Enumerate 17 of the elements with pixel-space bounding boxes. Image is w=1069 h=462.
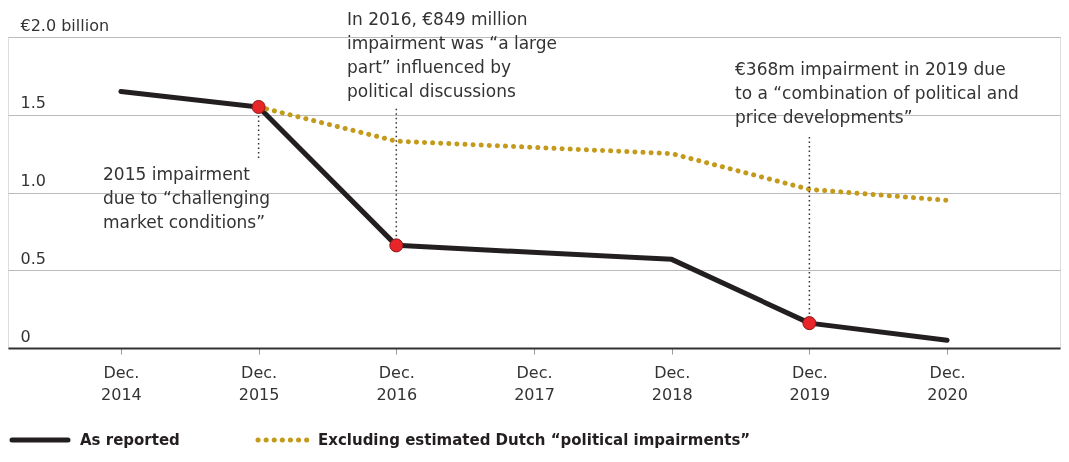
x-tick-label: Dec. 2019 [789,362,831,404]
legend-label: As reported [80,431,180,449]
y-tick-label: 0 [20,326,31,346]
y-tick-label: €2.0 billion [20,15,110,35]
x-tick-label: Dec. 2017 [514,362,555,404]
x-tick-label: Dec. 2016 [376,362,418,404]
annotation: €368m impairment in 2019 due to a “combination of political and price developments” [735,59,1019,127]
x-tick-label: Dec. 2014 [101,362,142,404]
annotation: 2015 impairment due to “challenging market conditions” [103,164,271,232]
x-tick-label: Dec. 2018 [651,362,693,404]
y-tick-label: 0.5 [20,248,46,268]
legend-label: Excluding estimated Dutch “political impairments” [318,431,751,449]
y-tick-label: 1.5 [20,93,46,113]
y-tick-label: 1.0 [20,171,46,190]
x-tick-label: Dec. 2015 [238,362,280,404]
annotation: In 2016, €849 million impairment was “a large part” influenced by political discussions [347,9,558,101]
x-tick-label: Dec. 2020 [927,362,968,404]
